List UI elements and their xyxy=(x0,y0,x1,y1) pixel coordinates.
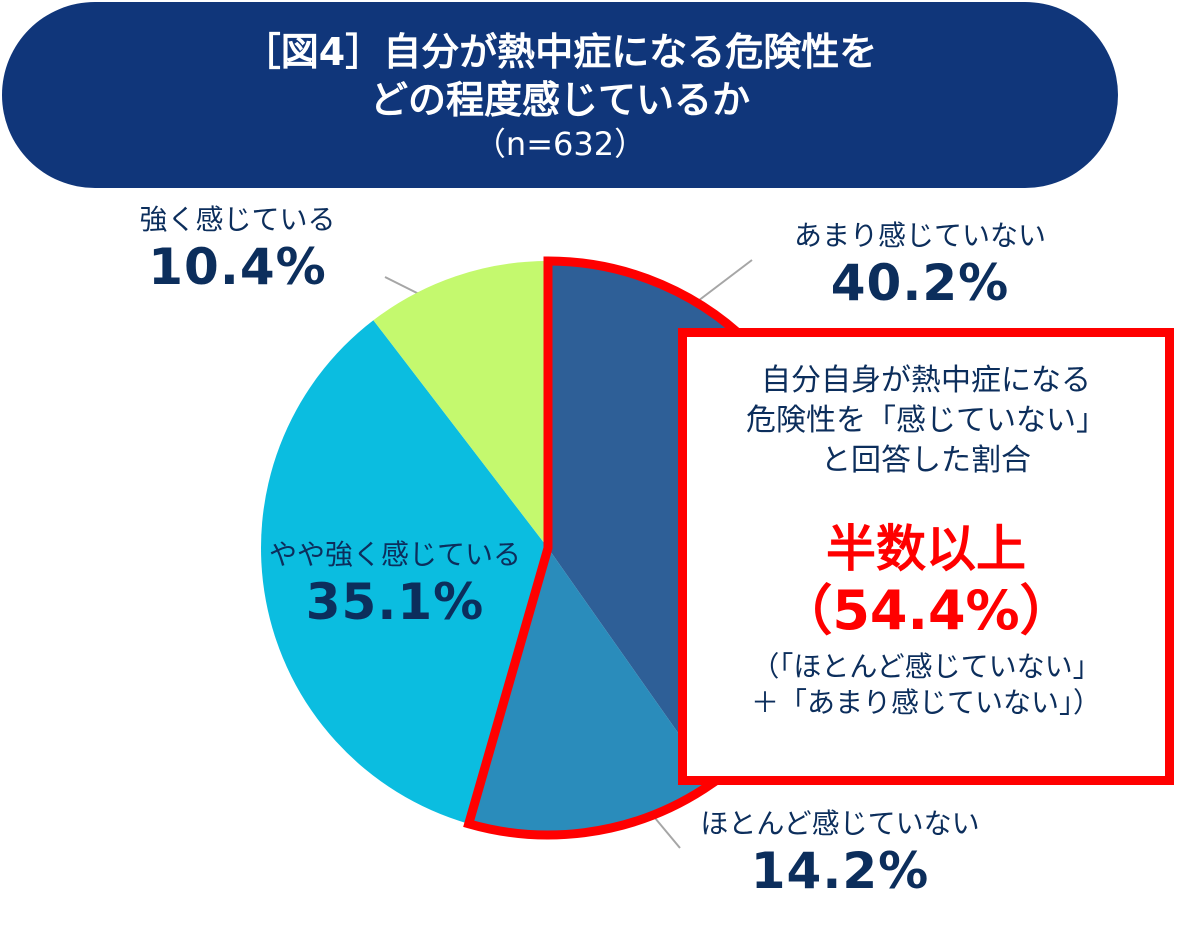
callout-desc-line3: と回答した割合 xyxy=(821,443,1031,478)
label-somewhat-strong-value: 35.1% xyxy=(305,573,485,631)
callout-note-line1: （「ほとんど感じていない」 xyxy=(751,650,1101,683)
chart-title-line1: ［図4］自分が熱中症になる危険性を xyxy=(242,30,878,74)
slice-somewhat-strong xyxy=(261,320,548,824)
callout-headline: 半数以上 xyxy=(826,520,1026,578)
sample-size: （n=632） xyxy=(473,125,647,163)
callout-box: 自分自身が熱中症になる 危険性を「感じていない」 と回答した割合 半数以上 （5… xyxy=(678,328,1174,785)
title-banner: ［図4］自分が熱中症になる危険性を どの程度感じているか （n=632） xyxy=(2,2,1118,188)
label-strong: 強く感じている 10.4% xyxy=(125,202,350,296)
label-somewhat-strong-name: やや強く感じている xyxy=(268,538,521,571)
label-strong-name: 強く感じている xyxy=(139,203,336,236)
label-not-much-value: 40.2% xyxy=(830,254,1010,312)
label-hardly-name: ほとんど感じていない xyxy=(700,807,980,840)
slice-strong xyxy=(373,261,548,548)
label-hardly: ほとんど感じていない 14.2% xyxy=(680,806,1000,900)
callout-value: （54.4%） xyxy=(778,579,1074,642)
callout-note-line2: ＋「あまり感じていない」） xyxy=(750,686,1101,719)
label-hardly-value: 14.2% xyxy=(750,842,930,900)
label-not-much-name: あまり感じていない xyxy=(793,219,1046,252)
callout-desc-line1: 自分自身が熱中症になる xyxy=(761,363,1091,398)
label-somewhat-strong: やや強く感じている 35.1% xyxy=(245,537,545,631)
callout-desc-line2: 危険性を「感じていない」 xyxy=(746,403,1106,438)
chart-title-line2: どの程度感じているか xyxy=(369,78,750,122)
label-not-much: あまり感じていない 40.2% xyxy=(770,218,1070,312)
label-strong-value: 10.4% xyxy=(148,238,327,296)
